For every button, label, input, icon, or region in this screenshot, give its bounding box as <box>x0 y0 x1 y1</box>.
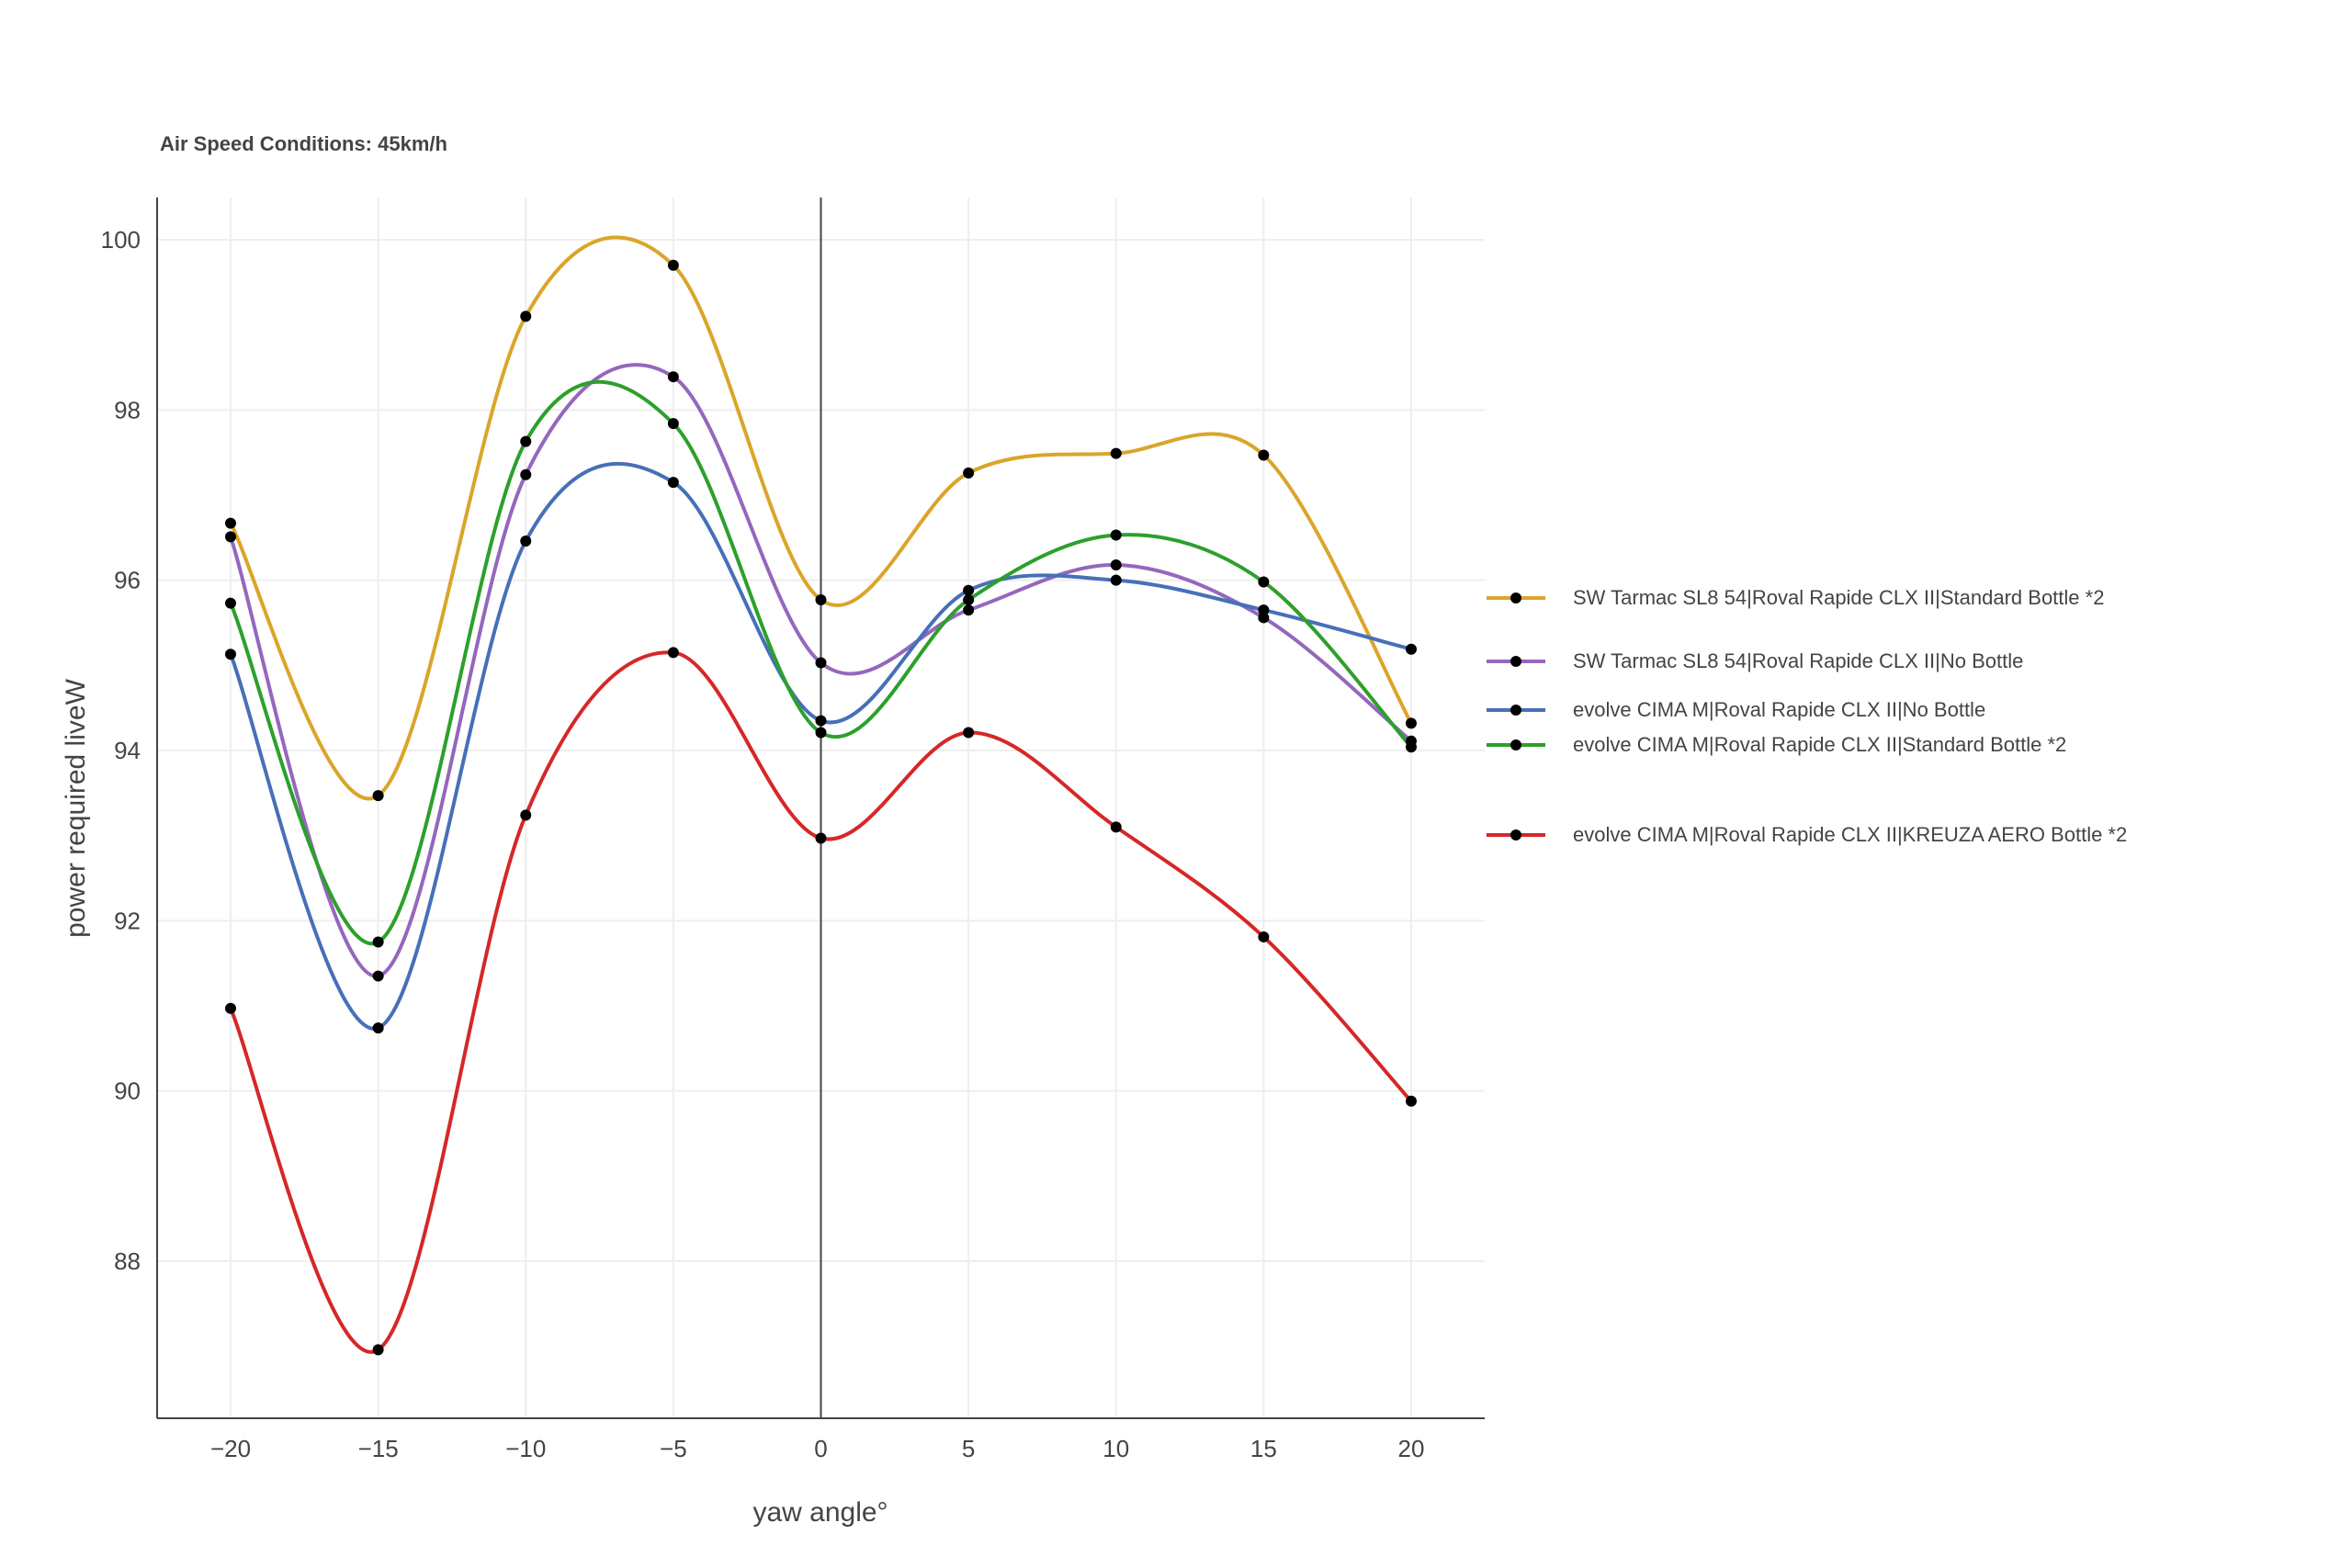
x-tick-label: −5 <box>660 1435 687 1462</box>
legend-swatch <box>1487 696 1545 724</box>
y-tick-label: 100 <box>101 226 141 254</box>
x-tick-label: 5 <box>962 1435 975 1462</box>
legend-marker <box>1510 705 1521 716</box>
data-point <box>667 418 679 430</box>
x-tick-label: −15 <box>358 1435 399 1462</box>
legend-item[interactable]: SW Tarmac SL8 54|Roval Rapide CLX II|No … <box>1487 648 2313 675</box>
chart-title: Air Speed Conditions: 45km/h <box>160 132 447 155</box>
data-point <box>667 477 679 489</box>
data-point <box>667 259 679 271</box>
data-point <box>225 1002 236 1014</box>
series-line-3 <box>229 379 1413 946</box>
x-tick-label: 15 <box>1250 1435 1277 1462</box>
data-point <box>815 657 827 669</box>
data-point <box>520 809 532 821</box>
data-point <box>667 647 679 659</box>
legend-swatch <box>1487 648 1545 675</box>
data-point <box>1110 529 1122 541</box>
data-point <box>520 468 532 480</box>
data-point <box>1258 604 1270 616</box>
data-point <box>372 970 384 982</box>
data-point <box>815 727 827 739</box>
legend-label: evolve CIMA M|Roval Rapide CLX II|Standa… <box>1573 733 2067 756</box>
data-point <box>1110 447 1122 459</box>
data-point <box>963 727 975 739</box>
data-point <box>815 832 827 844</box>
data-point <box>963 593 975 605</box>
data-point <box>963 467 975 479</box>
legend-item[interactable]: SW Tarmac SL8 54|Roval Rapide CLX II|Sta… <box>1487 584 2313 612</box>
tick-labels: −20 −15 −10 −5 0 5 10 15 20 88 90 92 94 96 98 100 <box>101 226 1425 1462</box>
legend-swatch <box>1487 821 1545 849</box>
x-tick-label: 10 <box>1102 1435 1129 1462</box>
series-points <box>225 259 1417 1356</box>
data-point <box>1110 558 1122 570</box>
data-point <box>963 584 975 596</box>
legend-item[interactable]: evolve CIMA M|Roval Rapide CLX II|Standa… <box>1487 731 2313 759</box>
data-point <box>372 936 384 948</box>
y-axis-title: power required liveW <box>61 678 91 937</box>
data-point <box>372 790 384 802</box>
data-point <box>1406 643 1417 655</box>
data-point <box>1258 612 1270 624</box>
data-point <box>1258 576 1270 588</box>
legend-item[interactable]: evolve CIMA M|Roval Rapide CLX II|KREUZA… <box>1487 821 2313 849</box>
axes <box>156 197 1485 1419</box>
legend-marker <box>1510 656 1521 667</box>
data-point <box>1406 717 1417 729</box>
legend-marker <box>1510 739 1521 750</box>
data-point <box>815 593 827 605</box>
legend-label: evolve CIMA M|Roval Rapide CLX II|No Bot… <box>1573 698 1986 721</box>
y-tick-label: 90 <box>114 1077 141 1105</box>
series-line-0 <box>229 235 1413 801</box>
data-point <box>520 435 532 447</box>
legend-item[interactable]: evolve CIMA M|Roval Rapide CLX II|No Bot… <box>1487 696 2313 724</box>
y-tick-label: 88 <box>114 1247 141 1275</box>
x-tick-label: −20 <box>210 1435 251 1462</box>
data-point <box>667 371 679 383</box>
legend-swatch <box>1487 584 1545 612</box>
y-tick-label: 92 <box>114 907 141 934</box>
y-tick-label: 96 <box>114 567 141 594</box>
legend-swatch <box>1487 731 1545 759</box>
data-point <box>225 649 236 660</box>
data-point <box>1110 574 1122 586</box>
data-point <box>1406 1095 1417 1107</box>
data-point <box>520 536 532 547</box>
data-point <box>520 310 532 322</box>
y-tick-label: 94 <box>114 737 141 764</box>
data-point <box>1258 449 1270 461</box>
legend-label: evolve CIMA M|Roval Rapide CLX II|KREUZA… <box>1573 823 2128 846</box>
data-point <box>225 517 236 529</box>
legend-label: SW Tarmac SL8 54|Roval Rapide CLX II|Sta… <box>1573 586 2105 609</box>
legend-marker <box>1510 829 1521 840</box>
x-tick-label: 20 <box>1398 1435 1425 1462</box>
legend-marker <box>1510 592 1521 604</box>
data-point <box>225 531 236 543</box>
data-point <box>815 715 827 727</box>
data-point <box>1258 931 1270 942</box>
data-point <box>372 1344 384 1356</box>
y-tick-label: 98 <box>114 396 141 423</box>
data-point <box>963 604 975 616</box>
data-point <box>225 597 236 609</box>
x-tick-label: 0 <box>814 1435 827 1462</box>
data-point <box>372 1022 384 1034</box>
data-point <box>1110 821 1122 833</box>
x-axis-title: yaw angle° <box>752 1497 888 1528</box>
data-point <box>1406 741 1417 753</box>
series-line-4 <box>229 650 1413 1354</box>
legend-label: SW Tarmac SL8 54|Roval Rapide CLX II|No … <box>1573 649 2024 672</box>
x-tick-label: −10 <box>505 1435 546 1462</box>
